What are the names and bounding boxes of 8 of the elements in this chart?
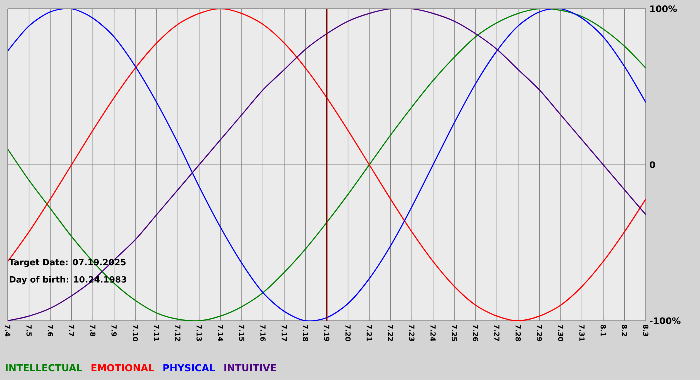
text: EMOTIONAL [92, 364, 154, 372]
y-tick-label: 100% [650, 6, 678, 12]
line-series [8, 9, 646, 321]
y-tick-label: 0 [650, 162, 656, 168]
text: INTELLECTUAL [6, 364, 82, 372]
text: INTUITIVE [224, 364, 276, 372]
y-tick-label: -100% [650, 318, 681, 324]
text: PHYSICAL [164, 364, 216, 372]
